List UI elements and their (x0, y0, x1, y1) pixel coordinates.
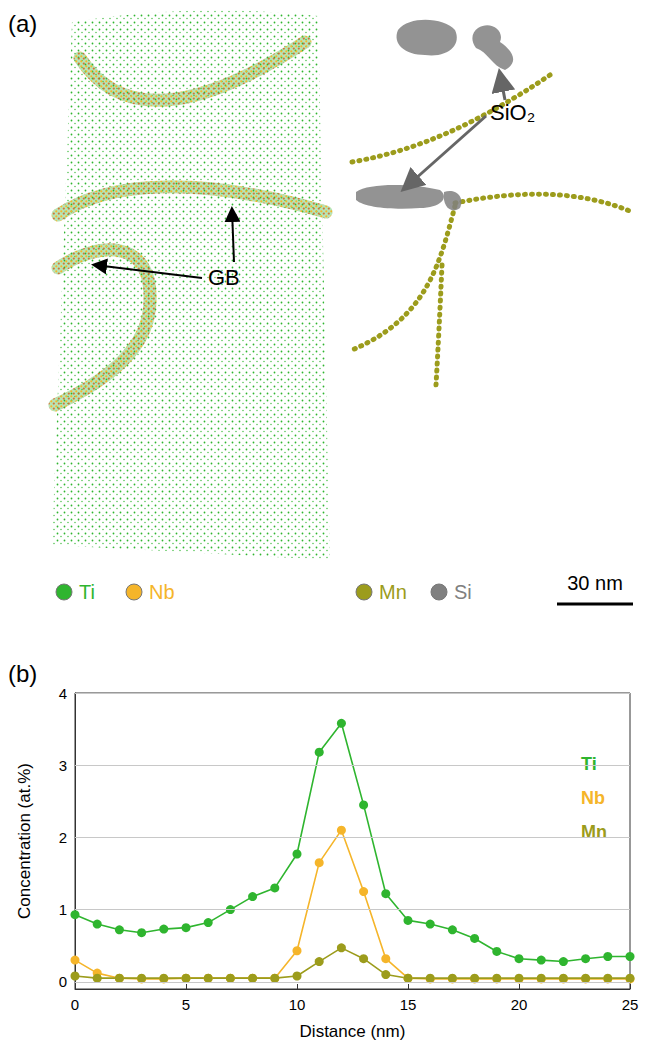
html-text:(b): (b) (8, 660, 38, 687)
svg-text:10: 10 (289, 996, 306, 1013)
svg-text:Ti: Ti (79, 581, 95, 603)
svg-text:Concentration (at.%): Concentration (at.%) (15, 763, 34, 919)
svg-text:30 nm: 30 nm (567, 572, 623, 594)
svg-text:4: 4 (59, 685, 67, 702)
svg-text:1: 1 (59, 901, 67, 918)
svg-text:Mn: Mn (581, 822, 607, 842)
svg-text:SiO₂: SiO₂ (490, 100, 535, 125)
svg-text:25: 25 (622, 996, 639, 1013)
svg-text:Distance (nm): Distance (nm) (300, 1022, 406, 1041)
svg-text:Nb: Nb (581, 788, 605, 808)
svg-text:2: 2 (59, 829, 67, 846)
svg-text:0: 0 (59, 973, 67, 990)
svg-text:Si: Si (454, 581, 472, 603)
svg-text:15: 15 (400, 996, 417, 1013)
svg-text:20: 20 (511, 996, 528, 1013)
svg-text:0: 0 (71, 996, 79, 1013)
svg-text:Nb: Nb (149, 581, 175, 603)
svg-text:3: 3 (59, 757, 67, 774)
svg-text:(a): (a) (8, 10, 37, 37)
svg-text:GB: GB (208, 265, 240, 290)
svg-text:Ti: Ti (581, 754, 597, 774)
svg-text:Mn: Mn (379, 581, 407, 603)
svg-text:5: 5 (182, 996, 190, 1013)
